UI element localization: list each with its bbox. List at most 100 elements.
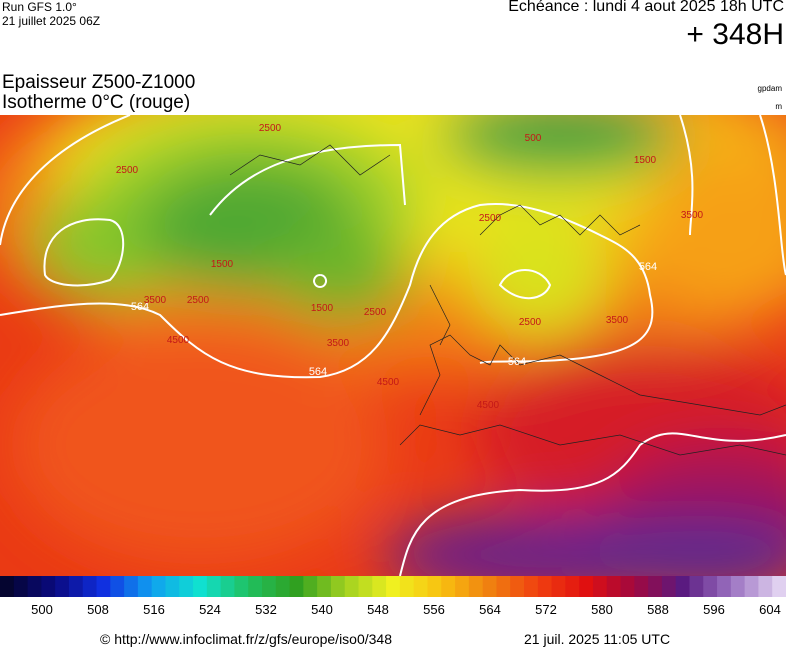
colorbar-cell [137,576,153,597]
colorbar-cell [634,576,649,597]
colorbar-cell [41,576,56,597]
colorbar-cell [151,576,166,597]
unit-m: m [775,102,782,111]
colorbar-tick-label: 500 [31,602,53,617]
colorbar-cell [565,576,580,597]
colorbar-cell [482,576,497,597]
isotherm-label: 4500 [167,335,190,346]
colorbar-cell [179,576,194,597]
isotherm-label: 2500 [187,295,210,306]
run-date: 21 juillet 2025 06Z [2,14,101,28]
colorbar-tick-label: 548 [367,602,389,617]
colorbar-cell [165,576,180,597]
colorbar-cell [220,576,235,597]
isotherm-label: 4500 [377,377,400,388]
thickness-label: 564 [639,261,657,273]
colorbar-tick-label: 516 [143,602,165,617]
colorbar-cell [648,576,663,597]
colorbar-cell [551,576,566,597]
isotherm-label: 3500 [681,210,704,221]
colorbar-cell [386,576,401,597]
colorbar-cell [413,576,428,597]
colorbar: 500 508 516 524 532 540 548 556 564 572 580 588 596 6… [0,576,786,617]
colorbar-cell [344,576,360,597]
colorbar-cell [537,576,553,597]
colorbar-cell [330,576,346,597]
run-label: Run GFS 1.0° [2,0,77,14]
colorbar-cell [455,576,470,597]
colorbar-cell [689,576,704,597]
colorbar-cell [82,576,98,597]
thickness-label: 564 [508,356,526,368]
colorbar-cell [289,576,304,597]
colorbar-cell [468,576,484,597]
colorbar-tick-label: 588 [647,602,669,617]
colorbar-cell [606,576,622,597]
colorbar-cell [234,576,249,597]
colorbar-cell [317,576,332,597]
colorbar-cell [262,576,277,597]
colorbar-cell [248,576,263,597]
colorbar-tick-label: 572 [535,602,557,617]
field [0,115,786,576]
colorbar-tick-label: 564 [479,602,501,617]
title-line2: Isotherme 0°C (rouge) [2,92,191,113]
isotherm-label: 1500 [311,303,334,314]
title-line1: Epaisseur Z500-Z1000 [2,72,196,93]
colorbar-tick-label: 540 [311,602,333,617]
isotherm-label: 500 [525,133,542,144]
colorbar-cell [717,576,732,597]
colorbar-cell [275,576,291,597]
unit-gpdam: gpdam [757,84,782,93]
colorbar-cell [206,576,222,597]
colorbar-cell [193,576,208,597]
colorbar-cell [579,576,594,597]
colorbar-cell [96,576,111,597]
isotherm-label: 2500 [364,307,387,318]
colorbar-cell [661,576,677,597]
isotherm-label: 2500 [116,165,139,176]
isotherm-label: 1500 [634,155,657,166]
colorbar-cell [441,576,456,597]
colorbar-cell [592,576,608,597]
colorbar-tick-label: 580 [591,602,613,617]
colorbar-cell [27,576,42,597]
thickness-label: 564 [309,366,327,378]
colorbar-tick-label: 532 [255,602,277,617]
colorbar-cell [758,576,773,597]
colorbar-tick-label: 556 [423,602,445,617]
colorbar-cell [730,576,746,597]
colorbar-cell [13,576,29,597]
colorbar-cell [358,576,373,597]
footer-stamp: 21 juil. 2025 11:05 UTC [524,631,671,647]
isotherm-label: 2500 [479,213,502,224]
colorbar-cell [744,576,759,597]
colorbar-cell [303,576,318,597]
colorbar-cell [399,576,415,597]
colorbar-cell [55,576,70,597]
colorbar-cell [703,576,718,597]
isotherm-label: 3500 [606,315,629,326]
valid-time: Echéance : lundi 4 aout 2025 18h UTC [508,0,784,15]
colorbar-cell [124,576,139,597]
isotherm-label: 1500 [211,259,234,270]
thickness-label: 564 [131,301,149,313]
colorbar-cell [675,576,690,597]
colorbar-tick-label: 508 [87,602,109,617]
colorbar-tick-label: 596 [703,602,725,617]
colorbar-cell [0,576,15,597]
isotherm-label: 3500 [144,295,167,306]
isotherm-label: 3500 [327,338,350,349]
colorbar-cell [110,576,125,597]
lead-time: + 348H [686,18,784,51]
colorbar-cell [620,576,635,597]
colorbar-cell [524,576,539,597]
footer-url: © http://www.infoclimat.fr/z/gfs/europe/… [100,631,393,647]
colorbar-cell [427,576,442,597]
map: 564 564 564 564 2500 2500 1500 3500 2500 1500 2500… [0,115,786,576]
colorbar-cell [372,576,387,597]
isotherm-label: 2500 [259,123,282,134]
colorbar-cell [772,576,786,597]
colorbar-tick-label: 604 [759,602,781,617]
